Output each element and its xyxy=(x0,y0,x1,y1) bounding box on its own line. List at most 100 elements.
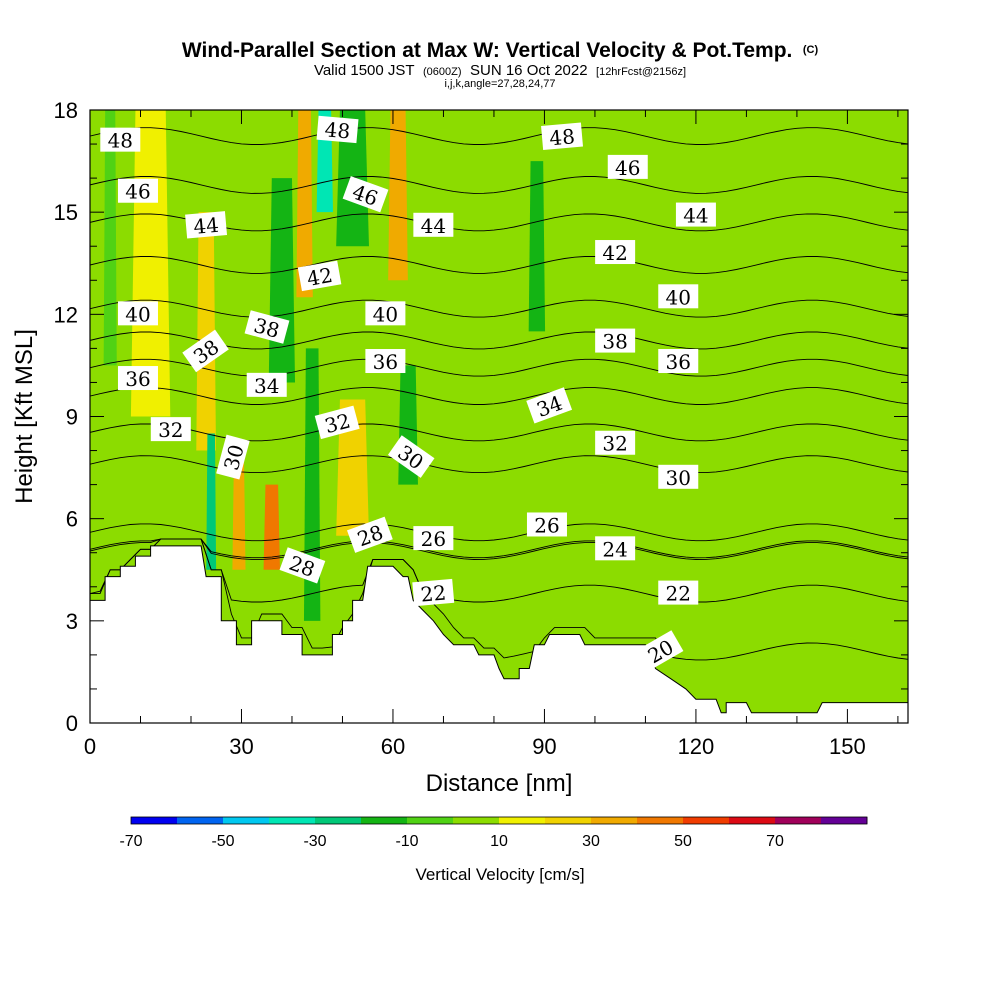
copyright-mark: (C) xyxy=(803,44,819,56)
isentrope-label: 44 xyxy=(675,202,716,228)
isentrope-label: 36 xyxy=(117,366,158,391)
isentrope-label-box xyxy=(316,115,359,144)
isentrope-label: 22 xyxy=(412,578,455,607)
velocity-cell xyxy=(701,314,721,485)
isentrope-label-text: 36 xyxy=(666,350,691,374)
colorbar-swatch xyxy=(315,817,362,824)
velocity-cell xyxy=(803,110,831,451)
velocity-cell xyxy=(660,110,681,315)
isentrope-label: 30 xyxy=(216,434,250,480)
isentrope-label-box xyxy=(387,435,435,478)
isentrope-label: 48 xyxy=(541,122,583,150)
isentrope-label: 42 xyxy=(595,240,636,265)
isentrope-label-box xyxy=(658,284,699,309)
isentrope-label-box xyxy=(595,536,636,561)
isentrope-label-box xyxy=(595,240,636,265)
valid-utc: (0600Z) xyxy=(423,66,462,78)
isentrope-line xyxy=(90,538,908,661)
isentrope-line xyxy=(90,358,908,377)
isentrope-label: 38 xyxy=(244,310,290,344)
isentrope-label: 32 xyxy=(150,417,191,442)
isentrope-label: 44 xyxy=(185,211,228,239)
x-tick-label: 0 xyxy=(84,734,96,759)
valid-date: SUN 16 Oct 2022 xyxy=(470,62,588,79)
isentrope-label: 24 xyxy=(595,536,636,561)
isentrope-label-text: 32 xyxy=(602,432,627,456)
isentrope-label-text: 44 xyxy=(421,214,446,238)
isentrope-line xyxy=(90,256,908,274)
isentrope-label: 42 xyxy=(297,260,342,292)
isentrope-label-box xyxy=(100,127,141,152)
isentrope-line xyxy=(90,176,908,194)
isentrope-label-text: 44 xyxy=(192,213,219,239)
isentrope-label-text: 44 xyxy=(683,204,708,228)
isentrope-label-box xyxy=(412,578,455,607)
colorbar-tick-label: -70 xyxy=(119,833,142,850)
isentrope-label-text: 46 xyxy=(615,156,640,180)
y-tick-label: 9 xyxy=(66,405,78,430)
colorbar-tick-label: -30 xyxy=(303,833,326,850)
isentrope-label-box xyxy=(658,464,699,489)
x-tick-label: 30 xyxy=(229,734,253,759)
colorbar-swatch xyxy=(177,817,224,824)
isentrope-label-box xyxy=(117,178,158,203)
isentrope-label-text: 22 xyxy=(420,581,447,607)
isentrope-label-text: 26 xyxy=(421,527,446,551)
velocity-cell xyxy=(528,161,546,332)
isentrope-line xyxy=(90,538,908,560)
colorbar-swatch xyxy=(269,817,316,824)
isentrope-label-text: 48 xyxy=(548,124,575,150)
isentrope-label: 40 xyxy=(365,301,406,326)
isentrope-label-text: 38 xyxy=(602,330,627,354)
isentrope-label-box xyxy=(607,154,648,179)
y-tick-label: 15 xyxy=(54,200,78,225)
isentrope-label-box xyxy=(413,212,454,237)
isentrope-label-box xyxy=(150,417,191,442)
isentrope-label-text: 42 xyxy=(602,241,627,265)
isentrope-label-box xyxy=(117,301,158,326)
isentrope-label-text: 36 xyxy=(125,367,150,391)
isentrope-label-box xyxy=(675,202,716,227)
isentrope-line xyxy=(90,538,908,559)
velocity-cell xyxy=(263,484,280,570)
colorbar-tick-label: 50 xyxy=(674,833,692,850)
isentrope-label-box xyxy=(365,349,406,374)
isentrope-label-box xyxy=(658,349,699,374)
isentrope-label: 30 xyxy=(658,464,699,490)
isentrope-label: 32 xyxy=(595,430,636,456)
colorbar-swatch xyxy=(223,817,270,824)
isentrope-line xyxy=(90,523,908,542)
isentrope-label-text: 40 xyxy=(666,285,691,309)
isentrope-label-box xyxy=(342,176,389,213)
colorbar-tick-label: -10 xyxy=(395,833,418,850)
isentrope-label-text: 48 xyxy=(108,129,133,153)
isentrope-label: 26 xyxy=(526,512,567,537)
isentrope-label-box xyxy=(595,430,636,455)
isentrope-label: 36 xyxy=(365,349,406,374)
isentrope-line xyxy=(90,299,908,318)
y-tick-label: 12 xyxy=(54,302,78,327)
velocity-cell xyxy=(103,110,117,366)
isentrope-line xyxy=(90,538,908,603)
velocity-cell xyxy=(388,110,408,281)
velocity-cell xyxy=(196,212,216,451)
colorbar-swatch xyxy=(453,817,500,824)
y-tick-label: 18 xyxy=(54,98,78,123)
isentrope-label-box xyxy=(216,434,250,480)
velocity-cell xyxy=(472,110,486,315)
colorbar-swatch xyxy=(729,817,776,824)
y-axis-label: Height [Kft MSL] xyxy=(11,329,38,504)
x-tick-label: 90 xyxy=(532,734,556,759)
isentrope-label: 46 xyxy=(607,154,648,180)
isentrope-label-box xyxy=(347,516,393,553)
colorbar-frame xyxy=(130,816,868,825)
isentrope-label: 40 xyxy=(658,284,699,309)
isentrope-label-text: 32 xyxy=(158,418,183,442)
velocity-cell xyxy=(296,110,313,298)
colorbar-swatch xyxy=(775,817,822,824)
colorbar-tick-label: 30 xyxy=(582,833,600,850)
isentrope-label: 46 xyxy=(117,178,158,204)
